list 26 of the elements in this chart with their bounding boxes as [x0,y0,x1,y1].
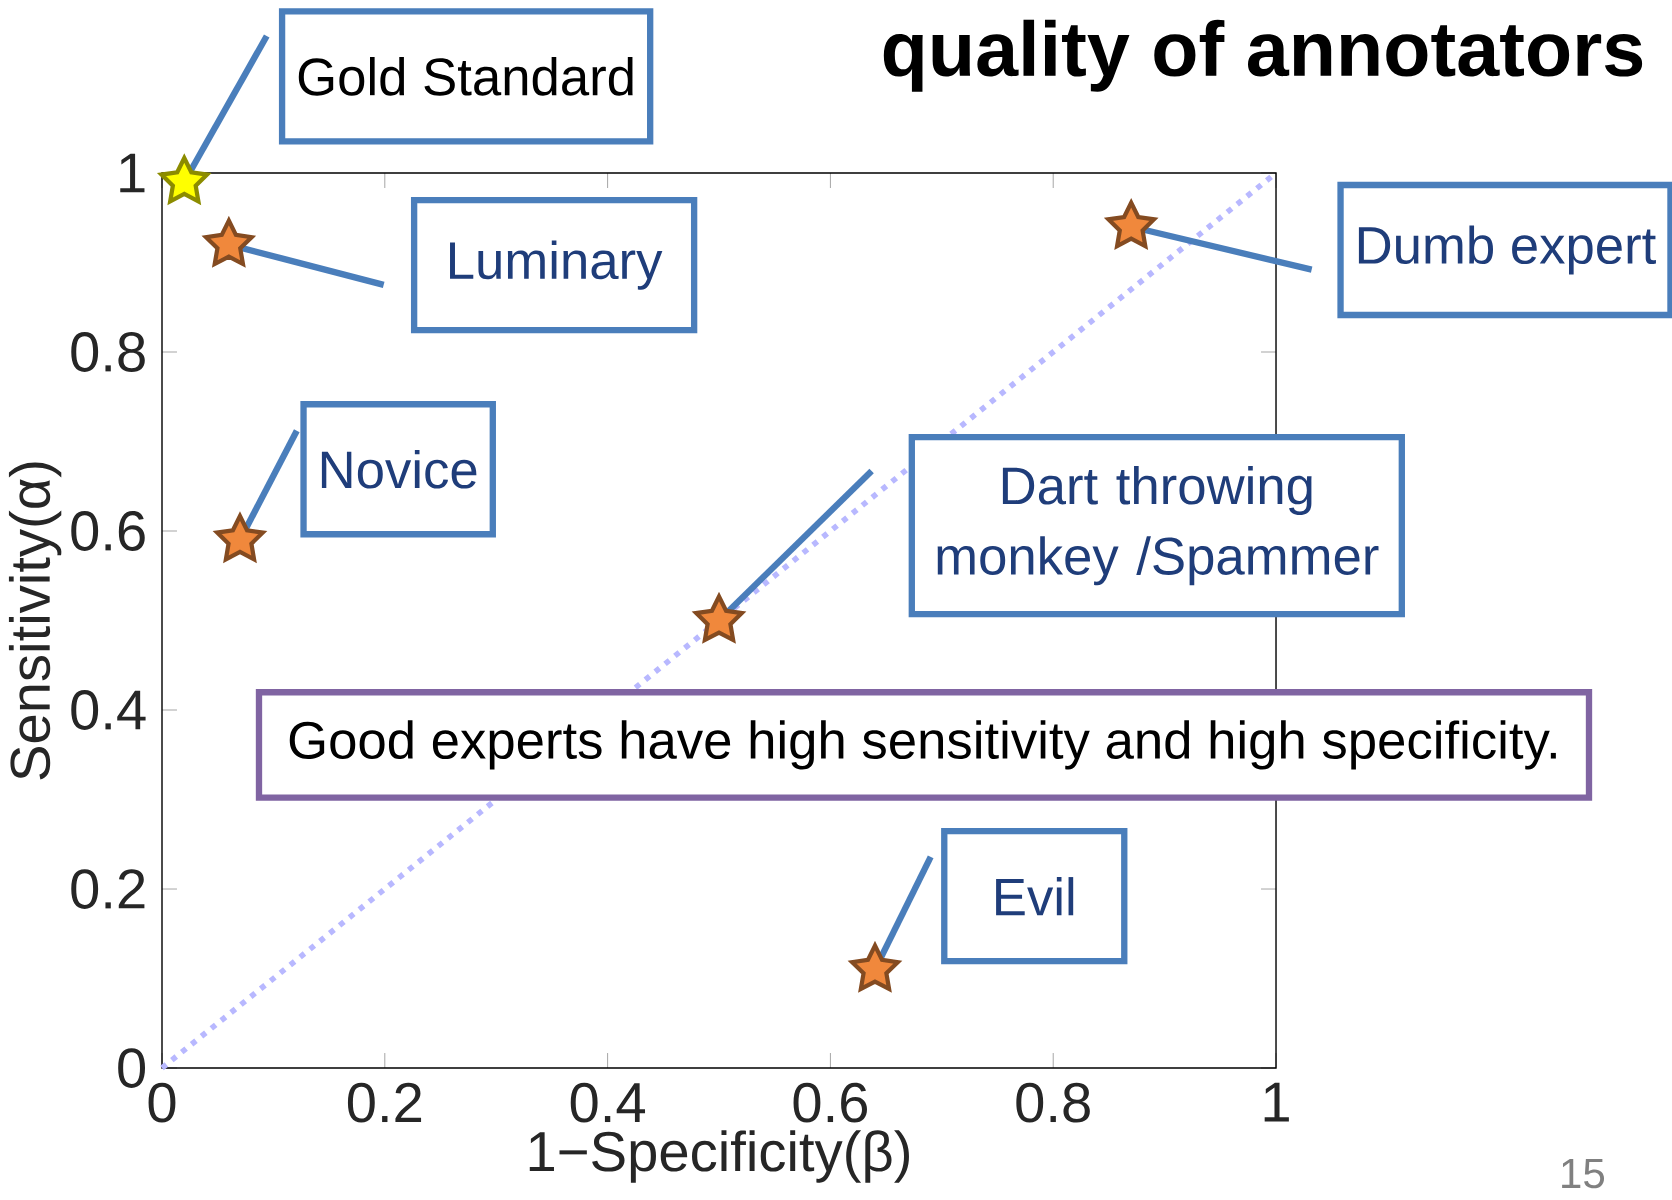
y-tick-label: 0.6 [71,511,145,551]
y-tick-label: 1 [120,153,145,193]
annotation: Evil [996,877,1074,916]
y-tick-label: 0.4 [71,690,146,730]
chart-title: quality of annotators [883,19,1643,92]
annotation: Dart throwing monkey /Spammer [937,465,1379,586]
point [1104,198,1159,250]
point [157,153,212,206]
x-tick-label: 0.4 [570,1082,646,1123]
x-axis-title: 1−Specificity(β) [529,1130,909,1183]
annotation: Good experts have high sensitivity and high specificity. [289,720,1556,770]
y-tick-label: 0.8 [71,332,145,372]
annotation: Novice [321,449,477,489]
y-tick-label: 0 [118,1048,146,1088]
annotation: Gold Standard [298,56,633,96]
x-tick-label: 0.8 [1016,1082,1090,1123]
x-tick-label: 0.6 [793,1082,867,1123]
text: 15 [1562,1158,1605,1189]
x-tick-label: 0 [148,1082,176,1123]
y-axis-title: Sensitivity(α) [8,462,62,780]
point [201,216,256,268]
annotation: Dumb expert [1358,225,1656,275]
annotation: Luminary [450,240,663,290]
x-tick-label: 0.2 [347,1082,422,1123]
y-tick-label: 0.2 [71,869,145,909]
x-tick-label: 1 [1264,1082,1289,1122]
